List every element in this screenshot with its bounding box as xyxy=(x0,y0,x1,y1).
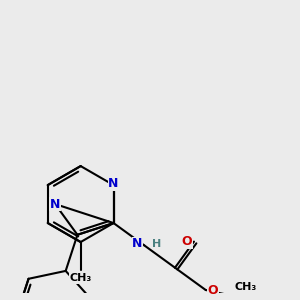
Text: CH₃: CH₃ xyxy=(235,282,257,292)
Text: N: N xyxy=(108,177,119,190)
Text: N: N xyxy=(50,198,60,211)
Text: H: H xyxy=(152,239,161,249)
Text: CH₃: CH₃ xyxy=(70,273,92,284)
Text: N: N xyxy=(132,237,142,250)
Text: O: O xyxy=(182,235,192,248)
Text: O: O xyxy=(207,284,218,296)
